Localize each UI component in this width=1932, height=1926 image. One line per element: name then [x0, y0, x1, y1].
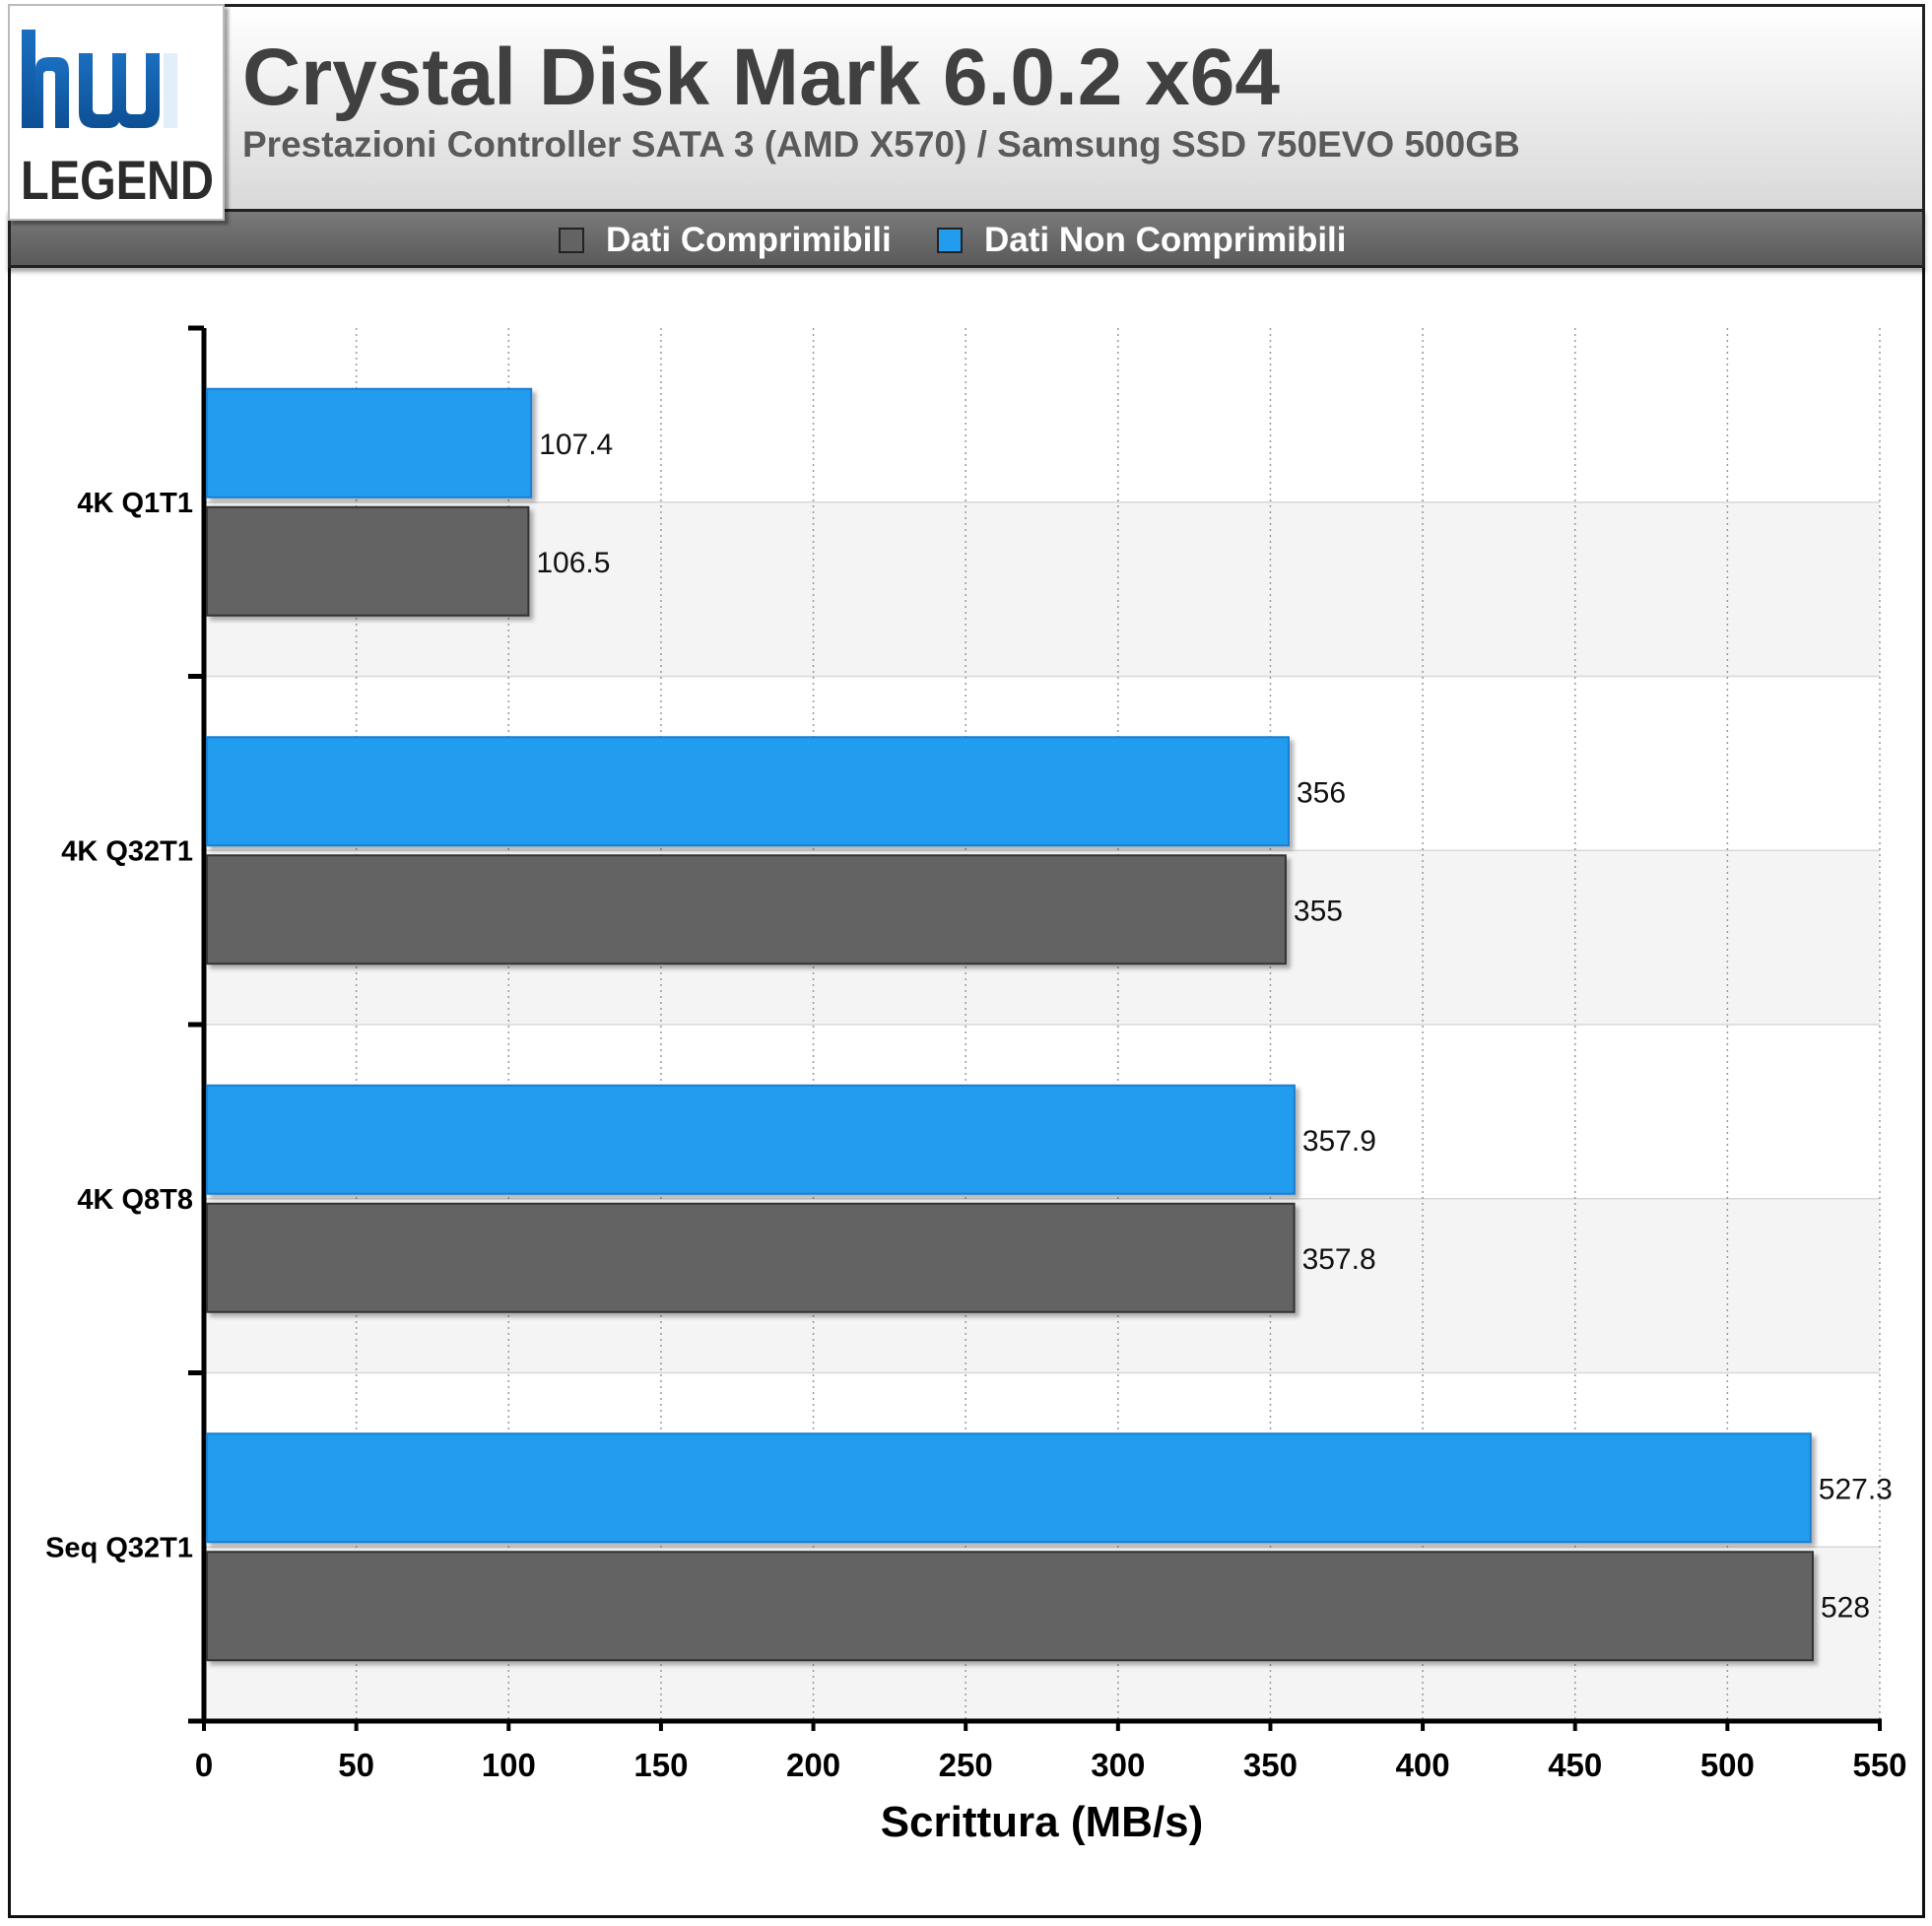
data-label: 356	[1297, 776, 1346, 809]
legend: Dati Comprimibili Dati Non Comprimibili	[8, 209, 1925, 268]
legend-label-compressible: Dati Comprimibili	[606, 221, 892, 259]
data-label: 107.4	[539, 429, 613, 461]
category-label: 4K Q32T1	[61, 835, 193, 867]
x-tick-label: 450	[1548, 1747, 1602, 1783]
legend-swatch-compressible	[559, 228, 584, 253]
data-label: 355	[1294, 895, 1343, 927]
x-axis-title: Scrittura (MB/s)	[881, 1798, 1204, 1846]
hwlegend-logo-icon: LEGEND	[21, 30, 214, 211]
x-tick-label: 400	[1396, 1747, 1450, 1783]
bar	[206, 1551, 1814, 1662]
legend-item-incompressible: Dati Non Comprimibili	[937, 221, 1347, 259]
bar	[206, 1202, 1296, 1313]
legend-item-compressible: Dati Comprimibili	[559, 221, 892, 259]
chart-subtitle: Prestazioni Controller SATA 3 (AMD X570)…	[242, 124, 1520, 165]
bar	[206, 505, 530, 617]
x-tick-label: 0	[195, 1747, 213, 1783]
bar	[206, 387, 533, 498]
data-label: 357.8	[1302, 1243, 1376, 1276]
x-tick-label: 300	[1091, 1747, 1145, 1783]
bar	[206, 1084, 1296, 1195]
data-label: 106.5	[536, 547, 610, 579]
chart-title: Crystal Disk Mark 6.0.2 x64	[242, 33, 1280, 122]
data-label: 357.9	[1302, 1125, 1376, 1158]
x-tick-label: 500	[1700, 1747, 1755, 1783]
x-tick-label: 150	[633, 1747, 688, 1783]
bar	[206, 854, 1287, 965]
category-label: 4K Q8T8	[77, 1184, 193, 1216]
svg-text:LEGEND: LEGEND	[21, 149, 214, 211]
site-logo: LEGEND	[8, 4, 225, 221]
data-label: 527.3	[1819, 1473, 1893, 1505]
legend-label-incompressible: Dati Non Comprimibili	[984, 221, 1347, 259]
x-tick-label: 200	[786, 1747, 840, 1783]
x-tick-label: 350	[1243, 1747, 1298, 1783]
x-tick-label: 250	[939, 1747, 993, 1783]
legend-swatch-incompressible	[937, 228, 963, 253]
bar	[206, 736, 1291, 847]
category-label: 4K Q1T1	[77, 488, 193, 519]
data-label: 528	[1821, 1591, 1870, 1624]
x-tick-label: 100	[482, 1747, 536, 1783]
chart-header	[8, 4, 1925, 209]
bar	[206, 1432, 1812, 1544]
category-label: Seq Q32T1	[45, 1532, 193, 1563]
x-tick-label: 50	[338, 1747, 374, 1783]
x-tick-label: 550	[1852, 1747, 1906, 1783]
